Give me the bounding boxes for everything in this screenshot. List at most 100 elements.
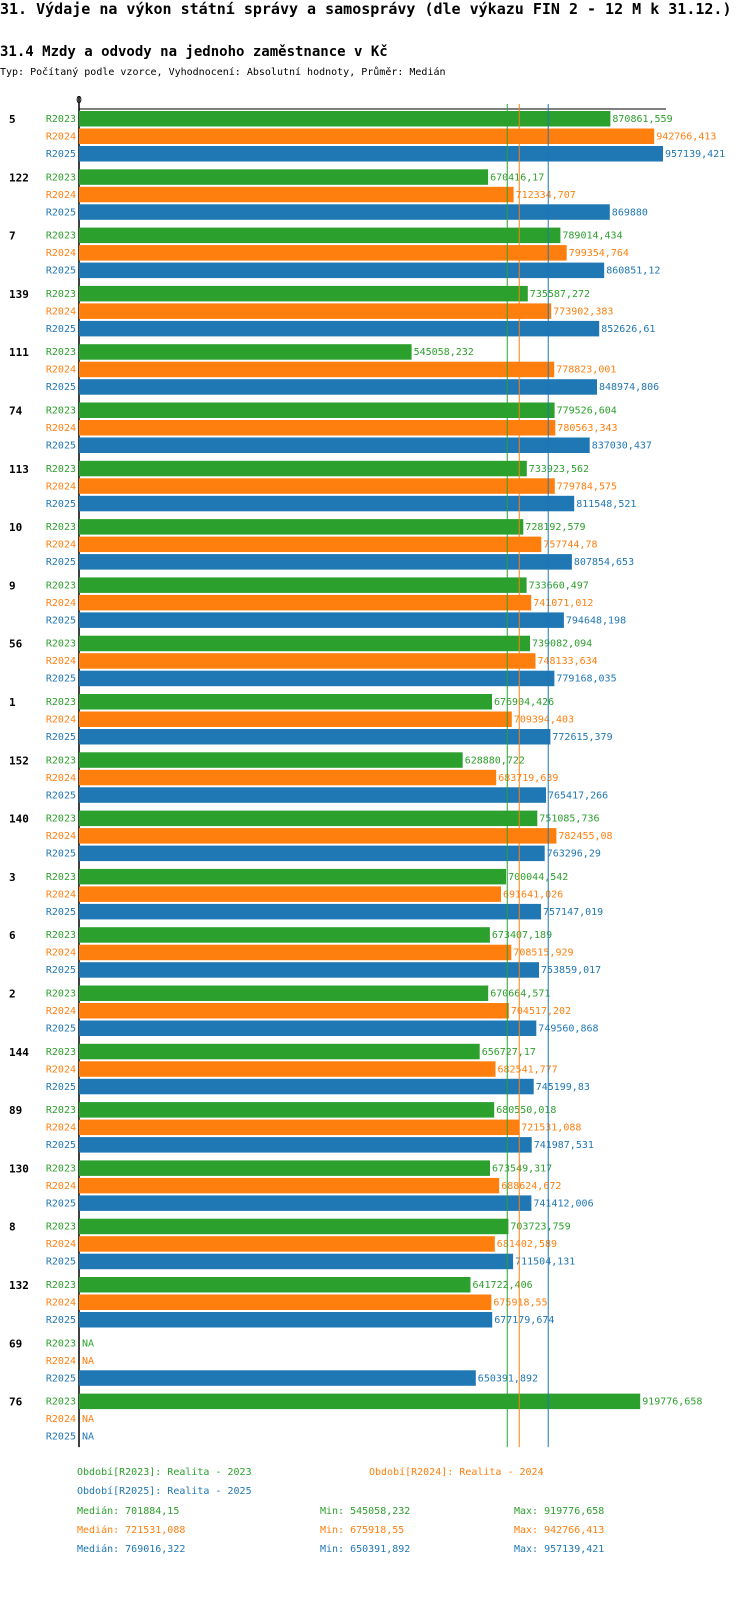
series-label: R2023 — [46, 114, 76, 125]
series-label: R2023 — [46, 814, 76, 825]
data-label: 860851,12 — [606, 266, 660, 277]
bar-r2025 — [79, 495, 575, 512]
series-label: R2023 — [46, 406, 76, 417]
group-label: 1 — [9, 696, 16, 709]
series-label: R2023 — [46, 697, 76, 708]
group-label: 140 — [9, 813, 29, 826]
group-label: 8 — [9, 1221, 16, 1234]
data-label: 751085,736 — [539, 814, 599, 825]
bar-r2023 — [79, 1043, 480, 1060]
data-label: 837030,437 — [592, 441, 652, 452]
series-label: R2025 — [46, 674, 76, 685]
series-label: R2024 — [46, 1239, 76, 1250]
data-label: 641722,406 — [473, 1280, 533, 1291]
data-label: 704517,202 — [511, 1006, 571, 1017]
group-label: 76 — [9, 1396, 23, 1409]
bar-r2023 — [79, 1277, 471, 1293]
bar-r2025 — [79, 787, 546, 803]
series-label: R2025 — [46, 207, 76, 218]
bar-r2024 — [79, 245, 567, 261]
series-label: R2025 — [46, 499, 76, 510]
series-label: R2023 — [46, 172, 76, 183]
series-label: R2023 — [46, 1105, 76, 1116]
data-label: 650391,892 — [478, 1373, 538, 1384]
data-label: 673549,317 — [492, 1163, 552, 1174]
group-label: 132 — [9, 1279, 29, 1292]
bar-r2023 — [79, 868, 507, 885]
series-label: R2025 — [46, 615, 76, 626]
data-label: 782455,08 — [558, 831, 612, 842]
na-label: NA — [82, 1432, 94, 1443]
bar-r2024 — [79, 1177, 500, 1194]
data-label: 733923,562 — [529, 464, 589, 475]
bar-r2025 — [79, 379, 597, 395]
data-label: 757744,78 — [543, 540, 597, 551]
series-label: R2025 — [46, 1082, 76, 1093]
bar-r2023 — [79, 111, 611, 127]
data-label: 741412,006 — [533, 1198, 593, 1209]
bar-r2025 — [79, 437, 590, 453]
series-label: R2025 — [46, 441, 76, 452]
data-label: 709394,403 — [514, 715, 574, 726]
data-label: 721531,088 — [521, 1123, 581, 1134]
data-label: 628880,722 — [465, 755, 525, 766]
series-label: R2023 — [46, 289, 76, 300]
data-label: 688624,672 — [501, 1181, 561, 1192]
group-label: 2 — [9, 988, 16, 1001]
series-label: R2023 — [46, 1222, 76, 1233]
bar-r2023 — [79, 810, 538, 827]
bar-r2024 — [79, 303, 552, 319]
series-label: R2023 — [46, 464, 76, 475]
bar-r2024 — [79, 1061, 496, 1077]
series-label: R2024 — [46, 423, 76, 434]
data-label: 772615,379 — [552, 732, 612, 743]
data-label: 733660,497 — [529, 580, 589, 591]
data-label: 677179,674 — [494, 1315, 554, 1326]
group-label: 89 — [9, 1104, 22, 1117]
group-label: 69 — [9, 1337, 22, 1350]
series-label: R2025 — [46, 790, 76, 801]
series-label: R2023 — [46, 522, 76, 533]
bar-r2024 — [79, 711, 512, 727]
group-label: 6 — [9, 929, 16, 942]
na-label: NA — [82, 1414, 94, 1425]
group-label: 5 — [9, 113, 16, 126]
series-label: R2024 — [46, 365, 76, 376]
bar-r2024 — [79, 1003, 509, 1019]
page-title: 31. Výdaje na výkon státní správy a samo… — [0, 0, 732, 18]
bar-r2023 — [79, 985, 489, 1001]
group-label: 7 — [9, 230, 16, 243]
series-label: R2024 — [46, 1123, 76, 1134]
series-label: R2024 — [46, 656, 76, 667]
chart-subtitle: 31.4 Mzdy a odvody na jednoho zaměstnanc… — [0, 44, 388, 60]
series-label: R2023 — [46, 1047, 76, 1058]
series-label: R2023 — [46, 347, 76, 358]
series-label: R2024 — [46, 948, 76, 959]
data-label: 749560,868 — [538, 1024, 598, 1035]
data-label: 741071,012 — [533, 598, 593, 609]
bar-r2025 — [79, 670, 555, 687]
series-label: R2024 — [46, 481, 76, 492]
data-label: 676904,426 — [494, 697, 554, 708]
data-label: 728192,579 — [525, 522, 585, 533]
data-label: 779168,035 — [556, 674, 616, 685]
series-label: R2024 — [46, 1006, 76, 1017]
bar-r2025 — [79, 146, 663, 162]
bar-r2023 — [79, 1218, 509, 1235]
bar-r2023 — [79, 285, 528, 302]
data-label: 794648,198 — [566, 615, 626, 626]
data-label: 869880 — [612, 207, 648, 218]
series-label: R2024 — [46, 1414, 76, 1425]
series-label: R2024 — [46, 831, 76, 842]
series-label: R2025 — [46, 324, 76, 335]
bar-r2024 — [79, 1294, 492, 1310]
data-label: 700044,542 — [508, 872, 568, 883]
na-label: NA — [82, 1338, 94, 1349]
data-label: 670416,17 — [490, 172, 544, 183]
data-label: 753859,017 — [541, 965, 601, 976]
bar-r2024 — [79, 653, 536, 669]
data-label: 748133,634 — [538, 656, 598, 667]
data-label: 745199,83 — [536, 1082, 590, 1093]
bar-r2023 — [79, 694, 492, 710]
bar-r2025 — [79, 962, 539, 978]
